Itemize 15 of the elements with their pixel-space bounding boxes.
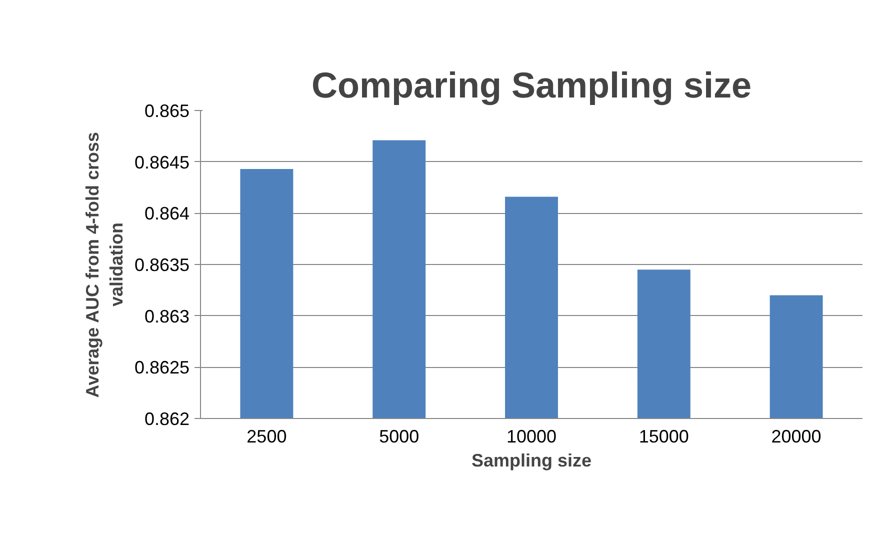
y-tick-label: 0.864 [144, 204, 190, 224]
x-tick-label: 10000 [506, 426, 557, 446]
x-tick-label: 15000 [638, 426, 689, 446]
y-tick-label: 0.8635 [134, 255, 190, 275]
x-tick-label: 2500 [246, 426, 287, 446]
y-tick-label: 0.865 [144, 101, 190, 121]
x-tick-label: 20000 [771, 426, 822, 446]
y-axis-title: Average AUC from 4-fold cross validation [82, 132, 126, 398]
y-tick-label: 0.8645 [134, 152, 190, 172]
x-axis-title: Sampling size [471, 450, 592, 470]
y-tick-label: 0.8625 [134, 358, 190, 378]
chart-title: Comparing Sampling size [311, 64, 752, 106]
y-tick-label: 0.862 [144, 409, 190, 429]
y-tick-label: 0.863 [144, 306, 190, 326]
x-tick-label: 5000 [379, 426, 420, 446]
